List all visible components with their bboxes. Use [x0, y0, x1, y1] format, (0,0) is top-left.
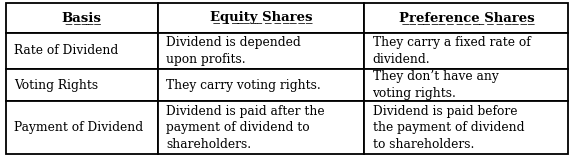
Bar: [364, 33, 568, 69]
Text: Dividend is paid after the
payment of dividend to
shareholders.: Dividend is paid after the payment of di…: [166, 105, 324, 151]
Text: Payment of Dividend: Payment of Dividend: [14, 121, 143, 134]
Text: They carry voting rights.: They carry voting rights.: [166, 79, 321, 92]
Bar: [364, 69, 568, 101]
Bar: [6, 101, 158, 154]
Bar: [364, 3, 568, 33]
Bar: [6, 69, 158, 101]
Text: Voting Rights: Voting Rights: [14, 79, 98, 92]
Text: B̲a̲s̲i̲s̲: B̲a̲s̲i̲s̲: [62, 11, 102, 24]
Text: Rate of Dividend: Rate of Dividend: [14, 44, 118, 57]
Text: E̲q̲u̲i̲t̲y̲ ̲S̲h̲a̲r̲e̲s̲: E̲q̲u̲i̲t̲y̲ ̲S̲h̲a̲r̲e̲s̲: [210, 11, 312, 24]
Text: Dividend is paid before
the payment of dividend
to shareholders.: Dividend is paid before the payment of d…: [373, 105, 524, 151]
Text: Dividend is depended
upon profits.: Dividend is depended upon profits.: [166, 36, 301, 66]
Bar: [158, 101, 364, 154]
Text: They don’t have any
voting rights.: They don’t have any voting rights.: [373, 70, 498, 100]
Bar: [158, 69, 364, 101]
Bar: [364, 101, 568, 154]
Bar: [6, 33, 158, 69]
Bar: [158, 33, 364, 69]
Text: They carry a fixed rate of
dividend.: They carry a fixed rate of dividend.: [373, 36, 530, 66]
Text: P̲r̲e̲f̲e̲r̲e̲n̲c̲e̲ ̲S̲h̲a̲r̲e̲s̲: P̲r̲e̲f̲e̲r̲e̲n̲c̲e̲ ̲S̲h̲a̲r̲e̲s̲: [398, 11, 534, 24]
Bar: [6, 3, 158, 33]
Bar: [158, 3, 364, 33]
